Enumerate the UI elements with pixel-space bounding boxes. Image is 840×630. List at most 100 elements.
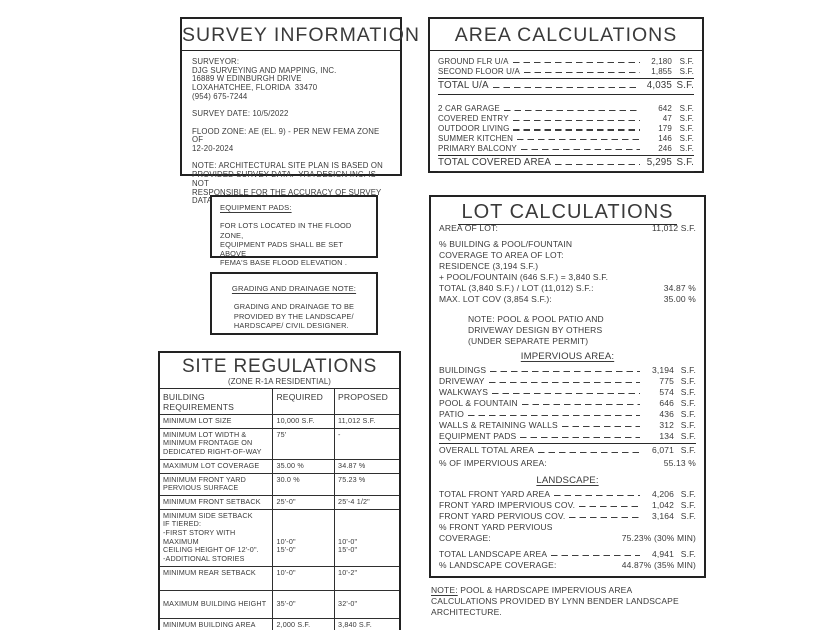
regulation-row: MINIMUM SIDE SETBACK IF TIERED: -FIRST S… (159, 508, 400, 567)
landscape-heading: LANDSCAPE: (536, 475, 599, 486)
area-row-unit: S.F. (679, 143, 694, 153)
impervious-rows: BUILDINGS 3,194 S.F. DRIVEWAY 775 S.F. W (439, 365, 696, 442)
note-text-line: GRADING AND DRAINAGE TO BE (233, 302, 355, 312)
equipment-pads-lines: FOR LOTS LOCATED IN THE FLOOD ZONE, EQUI… (220, 221, 368, 267)
landscape-row-unit: S.F. (680, 511, 696, 521)
overall-total-rule (439, 443, 696, 444)
note-text-line: EQUIPMENT PADS SHALL BE SET ABOVE (220, 239, 345, 259)
total-rule (438, 154, 694, 156)
survey-text-line: LOXAHATCHEE, FLORIDA 33470 (192, 83, 318, 93)
leader-dashes (492, 392, 640, 395)
area-row: OUTDOOR LIVING 179 S.F. (438, 124, 694, 134)
col-header-proposed: PROPOSED (334, 388, 400, 415)
pool-note-block: NOTE: POOL & POOL PATIO AND DRIVEWAY DES… (439, 314, 696, 347)
landscape-row-label: FRONT YARD PERVIOUS COV. (439, 511, 566, 521)
pervious-coverage-label: COVERAGE: (439, 533, 491, 543)
equipment-pads-panel: EQUIPMENT PADS: FOR LOTS LOCATED IN THE … (210, 195, 378, 267)
impervious-row-value: 312 (659, 420, 674, 430)
overall-total-value: 6,071 (651, 445, 674, 455)
regulations-table-head: BUILDING REQUIREMENTS REQUIRED PROPOSED (159, 388, 400, 415)
total-landscape-value: 4,941 (651, 549, 674, 559)
proposed-cell: 34.87 % (334, 458, 400, 474)
impervious-row: POOL & FOUNTAIN 646 S.F. (439, 398, 696, 409)
regulation-row: MAXIMUM BUILDING HEIGHT 35'-0" 32'-0" (159, 589, 400, 619)
equipment-pads-body: EQUIPMENT PADS: FOR LOTS LOCATED IN THE … (212, 197, 376, 268)
required-cell: 10,000 S.F. (272, 414, 336, 429)
area-row-label: SECOND FLOOR U/A (438, 66, 520, 76)
impervious-percent-value: 55.13 % (663, 458, 696, 468)
impervious-row-label: WALKWAYS (439, 387, 489, 397)
area-row-label: OUTDOOR LIVING (438, 124, 510, 134)
coverage-value-rows: TOTAL (3,840 S.F.) / LOT (11,012) S.F.: … (439, 283, 696, 305)
leader-dashes (523, 72, 640, 74)
area-row-label: SUMMER KITCHEN (438, 133, 513, 143)
requirement-cell: MAXIMUM BUILDING HEIGHT (159, 589, 274, 619)
survey-text-line: SURVEY DATE: 10/5/2022 (192, 109, 289, 119)
total-landscape-row: TOTAL LANDSCAPE AREA 4,941 S.F. (439, 549, 696, 560)
leader-dashes (488, 381, 640, 384)
regulations-table-body: MINIMUM LOT SIZE 10,000 S.F. 11,012 S.F.… (159, 414, 400, 630)
area-row-unit: S.F. (679, 124, 694, 134)
lot-calculations-panel: LOT CALCULATIONS AREA OF LOT: 11,012 S.F… (429, 195, 706, 578)
total-covered-unit: S.F. (676, 156, 694, 168)
total-covered-value: 5,295 (646, 156, 672, 168)
coverage-text-block: % BUILDING & POOL/FOUNTAIN COVERAGE TO A… (439, 239, 696, 283)
proposed-cell: 25'-4 1/2" (334, 494, 400, 510)
area-row-label: GROUND FLR U/A (438, 57, 509, 66)
leader-dashes (579, 505, 640, 508)
lot-calculations-title: LOT CALCULATIONS (439, 200, 696, 225)
grading-drainage-panel: GRADING AND DRAINAGE NOTE: GRADING AND D… (210, 272, 378, 335)
impervious-row-value: 775 (659, 376, 674, 386)
pool-note-line: NOTE: POOL & POOL PATIO AND (468, 314, 604, 324)
area-row-value: 246 (658, 143, 672, 153)
requirement-cell: MINIMUM REAR SETBACK (159, 565, 274, 591)
survey-text-line: FLOOD ZONE: AE (EL. 9) - PER NEW FEMA ZO… (192, 126, 382, 145)
survey-text-line: NOTE: ARCHITECTURAL SITE PLAN IS BASED O… (192, 161, 383, 171)
leader-dashes (520, 149, 640, 151)
note-text-line: HARDSCAPE/ CIVIL DESIGNER. (233, 320, 349, 330)
impervious-row: EQUIPMENT PADS 134 S.F. (439, 431, 696, 442)
coverage-text-line: COVERAGE TO AREA OF LOT: (439, 250, 564, 260)
coverage-row-label: MAX. LOT COV (3,854 S.F.): (439, 294, 552, 304)
impervious-row-unit: S.F. (680, 376, 696, 386)
coverage-row-value: 34.87 % (663, 283, 696, 293)
landscape-row-unit: S.F. (680, 489, 696, 499)
total-landscape-unit: S.F. (680, 549, 696, 559)
proposed-cell: 3,840 S.F. (334, 617, 400, 630)
regulation-row: MINIMUM REAR SETBACK 10'-0" 10'-2" (159, 565, 400, 591)
survey-information-title: SURVEY INFORMATION (182, 19, 419, 51)
leader-dashes (551, 554, 640, 557)
proposed-cell: 10'-2" (334, 565, 400, 591)
leader-dashes (520, 436, 640, 439)
landscape-architect-note-line3: ARCHITECTURE. (431, 606, 502, 617)
area-row-unit: S.F. (679, 104, 694, 114)
covered-rows: 2 CAR GARAGE 642 S.F. COVERED ENTRY 47 S… (438, 104, 694, 153)
floor-rows: GROUND FLR U/A 2,180 S.F. SECOND FLOOR U… (438, 57, 694, 77)
landscape-coverage-value: 44.87% (35% MIN) (621, 560, 696, 570)
proposed-cell: 32'-0" (334, 589, 400, 619)
regulation-row: MINIMUM FRONT SETBACK 25'-0" 25'-4 1/2" (159, 494, 400, 510)
impervious-row-value: 646 (659, 398, 674, 408)
coverage-row: MAX. LOT COV (3,854 S.F.): 35.00 % (439, 294, 696, 305)
landscape-rows: TOTAL FRONT YARD AREA 4,206 S.F. FRONT Y… (439, 489, 696, 522)
area-row: 2 CAR GARAGE 642 S.F. (438, 104, 694, 114)
spacer (438, 96, 694, 104)
site-regulations-subtitle: (ZONE R-1A RESIDENTIAL) (227, 377, 332, 386)
leader-dashes (492, 86, 640, 89)
total-ua-row: TOTAL U/A 4,035 S.F. (438, 80, 694, 94)
landscape-row-value: 3,164 (651, 511, 674, 521)
leader-dashes (554, 494, 640, 497)
impervious-row-unit: S.F. (680, 365, 696, 375)
total-covered-label: TOTAL COVERED AREA (438, 156, 552, 168)
leader-dashes (503, 109, 640, 111)
area-row: GROUND FLR U/A 2,180 S.F. (438, 57, 694, 67)
area-row-label: COVERED ENTRY (438, 114, 509, 124)
area-of-lot-label: AREA OF LOT: (439, 223, 498, 233)
equipment-pads-title: EQUIPMENT PADS: (220, 203, 292, 212)
leader-dashes (538, 451, 640, 454)
grading-drainage-body: GRADING AND DRAINAGE NOTE: GRADING AND D… (212, 274, 376, 330)
leader-dashes (512, 119, 640, 121)
total-ua-unit: S.F. (676, 79, 694, 91)
landscape-architect-note-line1: NOTE: POOL & HARDSCAPE IMPERVIOUS AREA (431, 585, 723, 596)
impervious-percent-label: % OF IMPERVIOUS AREA: (439, 458, 547, 468)
